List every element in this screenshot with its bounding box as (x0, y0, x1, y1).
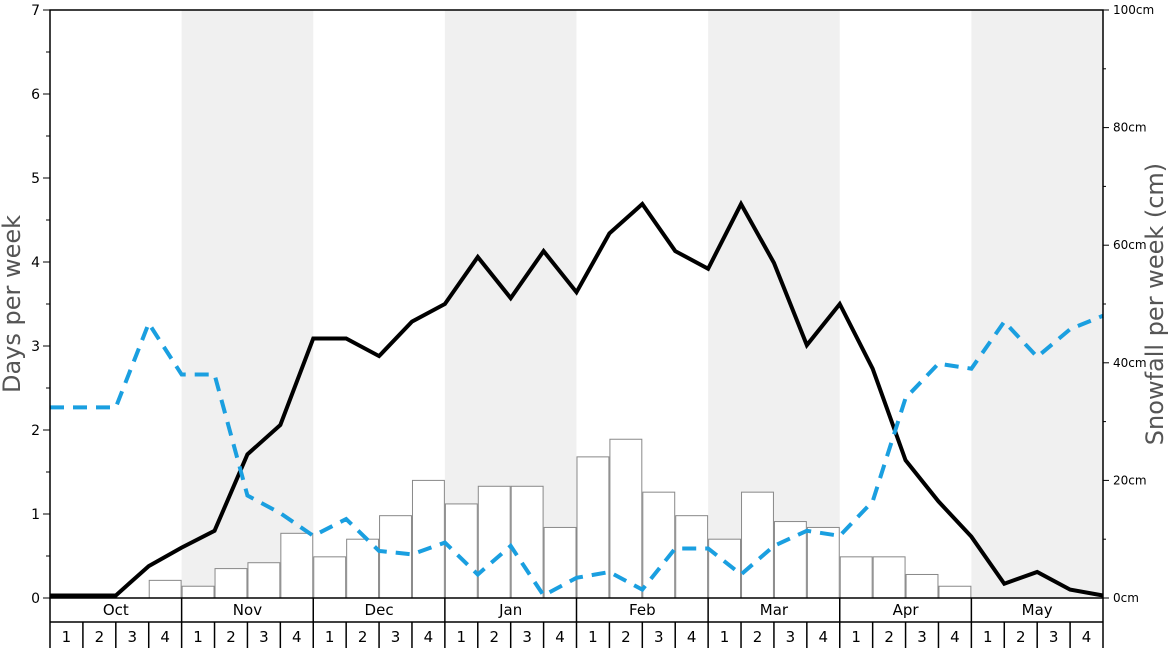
week-label: 3 (786, 628, 796, 646)
right-axis-title: Snowfall per week (cm) (1141, 163, 1168, 445)
week-label: 3 (522, 628, 532, 646)
left-axis-title: Days per week (0, 215, 26, 393)
week-label: 2 (489, 628, 499, 646)
snowfall-bar (148, 579, 182, 599)
week-label: 4 (160, 628, 170, 646)
month-label: Nov (233, 601, 262, 619)
snowfall-bar (411, 479, 445, 599)
week-label: 1 (851, 628, 861, 646)
week-label: 2 (358, 628, 368, 646)
week-label: 2 (621, 628, 631, 646)
right-tick-label: 20cm (1113, 473, 1147, 487)
month-label: Jan (498, 601, 522, 619)
week-label: 3 (127, 628, 137, 646)
left-tick-label: 3 (31, 339, 40, 355)
week-label: 4 (687, 628, 697, 646)
week-label: 3 (654, 628, 664, 646)
month-label: Dec (365, 601, 394, 619)
month-label: Feb (629, 601, 656, 619)
week-label: 2 (753, 628, 763, 646)
snowfall-bar (872, 556, 906, 599)
left-y-axis: 0 1 2 3 4 5 6 7 (31, 3, 50, 607)
week-label: 4 (819, 628, 829, 646)
week-label: 1 (325, 628, 335, 646)
snowfall-bar (642, 491, 676, 599)
week-label: 1 (588, 628, 598, 646)
week-label: 4 (424, 628, 434, 646)
snowfall-bar (741, 491, 774, 599)
week-label: 3 (917, 628, 927, 646)
snowfall-bar (773, 521, 807, 599)
month-label: May (1022, 601, 1053, 619)
month-label: Apr (893, 601, 920, 619)
week-label: 1 (457, 628, 467, 646)
right-tick-label: 60cm (1113, 238, 1147, 252)
snowfall-bar (938, 585, 972, 599)
snowfall-bar (510, 485, 544, 599)
snowfall-bar (181, 585, 215, 599)
snowfall-bar (806, 526, 840, 599)
snowfall-bar (609, 438, 643, 599)
week-label: 2 (1016, 628, 1026, 646)
week-label: 3 (391, 628, 401, 646)
right-tick-label: 80cm (1113, 121, 1147, 135)
month-shading-bands (181, 10, 1103, 598)
week-label: 3 (259, 628, 269, 646)
week-axis: 1 2 3 4 1 2 3 4 1 2 3 4 1 2 3 4 1 2 3 4 1 2 3 4 1 2 3 4 1 2 3 4 (49, 622, 1104, 648)
dashed-series-line (50, 313, 1104, 599)
snowfall-bar (444, 503, 478, 599)
week-label: 2 (95, 628, 105, 646)
snowfall-bar (477, 485, 511, 599)
snowfall-bar (379, 515, 412, 599)
days-per-week-lines (50, 199, 1104, 599)
week-label: 4 (1082, 628, 1092, 646)
week-label: 3 (1049, 628, 1059, 646)
month-label: Oct (103, 601, 129, 619)
left-tick-label: 6 (31, 87, 40, 103)
snowfall-bars (148, 438, 972, 599)
left-tick-label: 1 (31, 507, 40, 523)
month-band (971, 10, 1103, 598)
week-label: 1 (62, 628, 72, 646)
snowfall-bar (905, 573, 939, 599)
snowfall-bar (247, 562, 281, 599)
month-axis: Oct Nov Dec Jan Feb Mar Apr May (49, 598, 1104, 623)
right-y-axis: 0cm 20cm 40cm 60cm 80cm 100cm (1103, 3, 1154, 605)
snowfall-bar (839, 556, 873, 599)
left-tick-label: 5 (31, 171, 40, 187)
snowfall-bar (708, 538, 742, 599)
month-band (181, 10, 314, 598)
right-tick-label: 40cm (1113, 356, 1147, 370)
snowfall-bar (280, 532, 314, 599)
week-label: 4 (950, 628, 960, 646)
solid-series-line (50, 199, 1104, 598)
snowfall-bar (346, 538, 380, 599)
week-label: 4 (292, 628, 302, 646)
month-label: Mar (760, 601, 789, 619)
snowfall-bar (214, 568, 248, 599)
snowfall-bar (675, 515, 709, 599)
snowfall-bar (313, 556, 347, 599)
week-label: 1 (983, 628, 993, 646)
left-tick-label: 4 (31, 255, 40, 271)
left-tick-label: 7 (31, 3, 40, 19)
week-label: 2 (884, 628, 894, 646)
week-label: 2 (226, 628, 236, 646)
week-label: 1 (720, 628, 730, 646)
right-tick-label: 0cm (1113, 591, 1139, 605)
right-tick-label: 100cm (1113, 3, 1154, 17)
week-label: 4 (555, 628, 565, 646)
left-tick-label: 0 (31, 591, 40, 607)
week-label: 1 (193, 628, 203, 646)
left-tick-label: 2 (31, 423, 40, 439)
